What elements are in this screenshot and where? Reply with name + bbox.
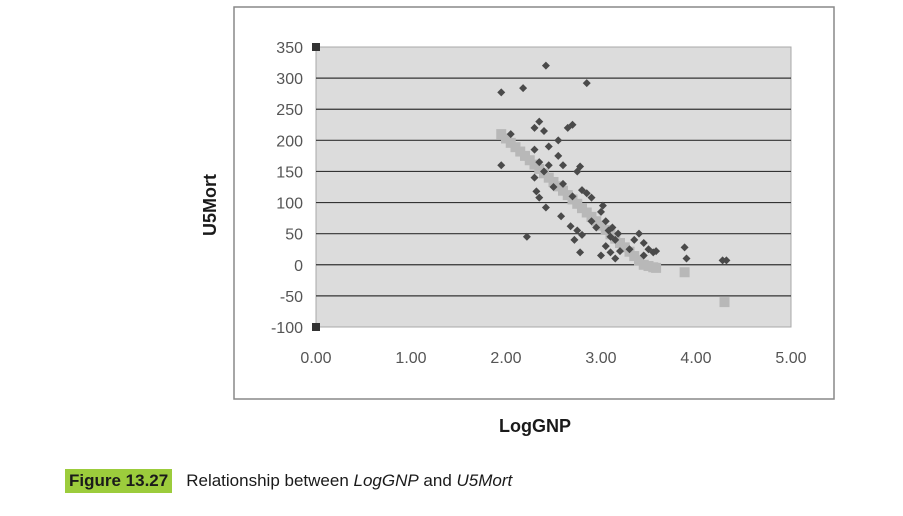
y-tick-label: 150 [276,164,303,181]
data-point [601,217,610,226]
y-tick-label: 50 [285,227,303,244]
data-point [522,232,531,241]
data-point [497,161,506,170]
data-point [573,226,582,235]
data-point [625,245,634,254]
data-point [652,247,661,256]
data-point [639,251,648,260]
gridlines [312,43,791,331]
x-tick-label: 1.00 [395,350,426,367]
data-point [570,235,579,244]
caption-text: Relationship between [186,471,354,490]
data-point [544,142,553,151]
data-point [682,254,691,263]
x-tick-labels: 0.00 1.00 2.00 3.00 4.00 5.00 [300,350,806,367]
data-point [535,158,544,167]
fit-point [651,262,662,273]
y-tick-labels: 350 300 250 200 150 100 50 0 -50 -100 [271,40,303,337]
data-point [530,145,539,154]
y-tick-label: 350 [276,40,303,57]
data-point [568,120,577,129]
caption-variable-2: U5Mort [456,471,513,490]
data-point [597,207,605,216]
data-point [606,248,615,257]
axis-marker-bottom [312,323,320,331]
x-tick-label: 3.00 [585,350,616,367]
data-point [576,162,585,171]
data-point [587,193,596,202]
data-point [530,173,539,182]
data-point [592,223,601,232]
data-point [635,229,643,238]
data-point [557,212,566,221]
x-axis-title: LogGNP [499,416,571,436]
data-point [614,229,623,238]
y-tick-label: 250 [276,102,303,119]
data-point [541,203,550,212]
data-point [535,117,544,126]
data-point [554,151,563,160]
data-point [616,247,624,256]
data-point [559,161,567,170]
data-point [497,88,506,97]
data-point [544,161,553,170]
data-point [722,256,731,265]
data-point [530,123,539,132]
data-point [601,242,610,251]
data-point [598,201,607,210]
axis-marker-top [312,43,320,51]
data-point [576,248,585,257]
series-data-points [497,61,731,265]
caption-text-middle: and [418,471,457,490]
caption-variable-1: LogGNP [353,471,419,490]
data-point [566,222,575,231]
data-point [549,183,558,191]
data-point [532,187,541,196]
data-point [587,217,596,226]
y-tick-label: 200 [276,133,303,150]
data-point [535,193,544,202]
data-point [559,179,567,188]
y-tick-label: 300 [276,71,303,88]
data-point [554,136,563,145]
x-tick-label: 0.00 [300,350,331,367]
y-tick-label: 100 [276,196,303,213]
data-point [639,239,648,247]
x-tick-label: 5.00 [775,350,806,367]
data-point [540,167,548,176]
fit-point [679,267,690,278]
x-tick-label: 4.00 [680,350,711,367]
data-point [540,127,548,135]
data-point [630,235,639,244]
data-point [568,192,577,201]
figure-caption: Figure 13.27 Relationship between LogGNP… [65,468,512,494]
data-point [519,84,528,93]
y-tick-label: 0 [294,258,303,275]
data-point [611,254,620,263]
x-tick-label: 2.00 [490,350,521,367]
figure-label: Figure 13.27 [65,469,173,493]
data-point [582,79,591,88]
y-tick-label: -100 [271,320,303,337]
data-point [506,130,515,139]
data-point [611,235,620,244]
y-axis-title: U5Mort [200,174,220,236]
fit-point [719,297,730,308]
data-point [541,61,550,70]
data-point [608,223,617,232]
data-point [582,189,591,198]
data-point [578,230,586,239]
data-point [597,251,605,260]
data-point [680,243,689,252]
y-tick-label: -50 [280,289,303,306]
